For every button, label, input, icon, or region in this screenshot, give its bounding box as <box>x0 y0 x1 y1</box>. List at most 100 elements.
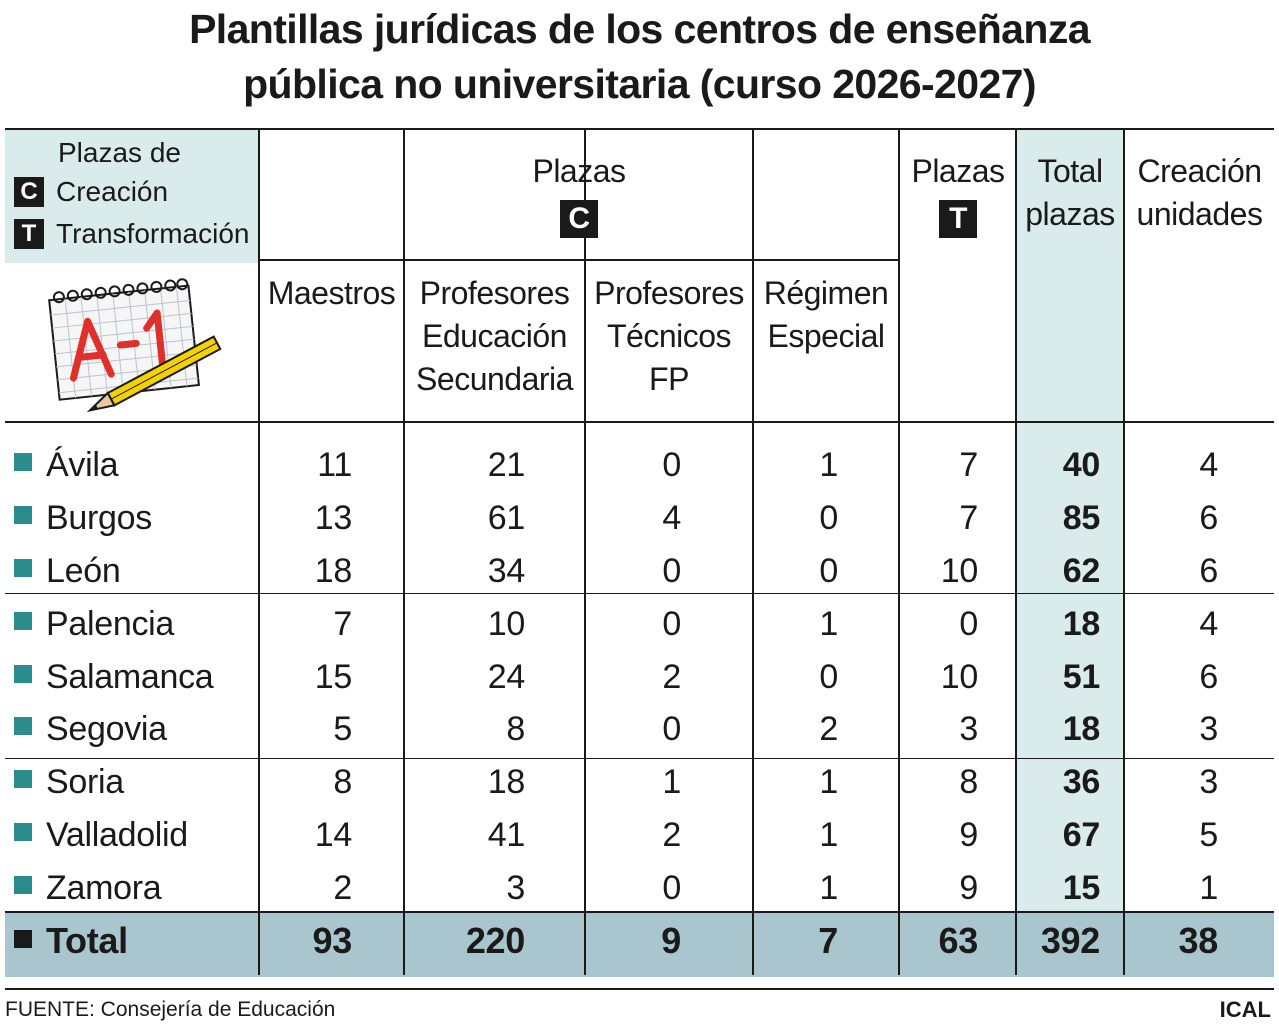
cell-profesores-educaci-n-secundaria: 10 <box>487 605 526 643</box>
header-plazas-t-badge-wrap: T <box>939 200 979 238</box>
legend-panel <box>5 130 258 263</box>
row-bullet-icon <box>14 506 32 524</box>
row-bullet-icon <box>14 717 32 735</box>
cell-profesores-t-cnicos-fp: 0 <box>662 605 681 643</box>
cell-maestros: 18 <box>314 552 353 590</box>
row-label: Palencia <box>14 604 174 644</box>
row-bullet-icon <box>14 770 32 788</box>
legend-label-creacion: Creación <box>56 176 169 207</box>
cell-profesores-t-cnicos-fp: 0 <box>662 710 681 748</box>
cell-total-plazas: 67 <box>1062 816 1101 854</box>
subheader-profesores-tecnicos: Profesores Técnicos FP <box>586 272 752 401</box>
row-label-text: Zamora <box>46 869 162 907</box>
row-label: Salamanca <box>14 657 214 697</box>
header-plazas-creacion: Plazas <box>260 150 898 193</box>
legend-badge-c: C <box>14 177 44 207</box>
subheader-tecnicos-line-3: FP <box>649 361 689 397</box>
cell-r-gimen-especial: 0 <box>819 552 838 590</box>
cell-r-gimen-especial: 7 <box>818 920 838 961</box>
row-bullet-icon <box>14 665 32 683</box>
cell-plazas-t: 10 <box>940 658 979 696</box>
legend-label-transformacion: Transformación <box>56 218 250 249</box>
row-label-text: Soria <box>46 763 124 801</box>
cell-profesores-t-cnicos-fp: 9 <box>661 920 681 961</box>
cell-maestros: 11 <box>317 446 352 484</box>
header-plazas-c-label: Plazas <box>532 153 626 189</box>
cell-profesores-educaci-n-secundaria: 41 <box>487 816 526 854</box>
header-total-line-1: Total <box>1037 153 1103 189</box>
cell-total-plazas: 18 <box>1062 710 1101 748</box>
grid-line-subheader <box>260 259 900 261</box>
cell-creaci-n-unidades: 5 <box>1199 816 1218 854</box>
row-bullet-icon <box>14 453 32 471</box>
chart-title-line-2: pública no universitaria (curso 2026-202… <box>243 61 1036 107</box>
cell-total-plazas: 392 <box>1040 920 1100 961</box>
subheader-profesores-secundaria: Profesores Educación Secundaria <box>405 272 584 401</box>
legend-badge-t: T <box>14 219 44 249</box>
row-label-text: León <box>46 552 121 590</box>
cell-creaci-n-unidades: 6 <box>1199 499 1218 537</box>
grid-line-group-2 <box>5 758 1274 759</box>
total-row-label: Total <box>14 921 128 961</box>
cell-creaci-n-unidades: 4 <box>1199 446 1218 484</box>
cell-plazas-t: 7 <box>959 446 978 484</box>
grid-line-footer <box>5 988 1274 990</box>
subheader-maestros-line-1: Maestros <box>267 275 396 311</box>
row-label-text: Palencia <box>46 605 175 643</box>
subheader-regimen-line-1: Régimen <box>763 275 889 311</box>
total-column-shade <box>1017 130 1123 913</box>
header-creacion-line-2: unidades <box>1136 196 1263 232</box>
cell-creaci-n-unidades: 3 <box>1199 710 1218 748</box>
cell-maestros: 2 <box>333 869 352 907</box>
total-row-bar <box>5 913 1274 977</box>
subheader-maestros: Maestros <box>260 272 403 315</box>
row-bullet-icon <box>14 823 32 841</box>
header-badge-t: T <box>939 200 977 238</box>
cell-r-gimen-especial: 2 <box>819 710 838 748</box>
grid-line-col-6 <box>1015 128 1017 975</box>
row-label: Valladolid <box>14 815 188 855</box>
cell-profesores-educaci-n-secundaria: 24 <box>487 658 526 696</box>
cell-profesores-t-cnicos-fp: 0 <box>662 552 681 590</box>
cell-maestros: 5 <box>333 710 352 748</box>
grid-line-header-bottom <box>5 421 1274 423</box>
cell-total-plazas: 36 <box>1062 763 1101 801</box>
cell-profesores-t-cnicos-fp: 0 <box>662 869 681 907</box>
row-bullet-icon <box>14 876 32 894</box>
header-plazas-t-label: Plazas <box>911 153 1005 189</box>
grid-line-col-5 <box>898 128 900 975</box>
cell-plazas-t: 8 <box>959 763 978 801</box>
row-label: León <box>14 551 121 591</box>
row-bullet-icon <box>14 930 32 948</box>
cell-r-gimen-especial: 1 <box>819 816 838 854</box>
cell-profesores-educaci-n-secundaria: 61 <box>487 499 526 537</box>
cell-profesores-educaci-n-secundaria: 220 <box>465 920 525 961</box>
header-badge-c: C <box>560 200 598 238</box>
cell-r-gimen-especial: 0 <box>819 499 838 537</box>
cell-creaci-n-unidades: 1 <box>1199 869 1218 907</box>
cell-total-plazas: 62 <box>1062 552 1101 590</box>
cell-maestros: 14 <box>314 816 353 854</box>
cell-maestros: 15 <box>314 658 353 696</box>
brand-credit: ICAL <box>1219 997 1271 1022</box>
cell-r-gimen-especial: 1 <box>819 605 838 643</box>
cell-creaci-n-unidades: 3 <box>1199 763 1218 801</box>
subheader-regimen-especial: Régimen Especial <box>754 272 898 358</box>
row-label: Segovia <box>14 709 167 749</box>
cell-profesores-educaci-n-secundaria: 21 <box>487 446 526 484</box>
row-bullet-icon <box>14 559 32 577</box>
legend-item-creacion: C Creación <box>14 175 168 209</box>
cell-plazas-t: 0 <box>959 605 978 643</box>
row-label-text: Valladolid <box>46 816 188 854</box>
source-note: FUENTE: Consejería de Educación <box>5 998 336 1021</box>
row-label-text: Ávila <box>46 446 119 484</box>
cell-creaci-n-unidades: 4 <box>1199 605 1218 643</box>
cell-r-gimen-especial: 1 <box>819 869 838 907</box>
grid-line-top <box>5 128 1274 130</box>
cell-maestros: 7 <box>333 605 352 643</box>
cell-profesores-t-cnicos-fp: 2 <box>662 658 681 696</box>
grid-line-col-2 <box>403 128 405 975</box>
row-label-text: Total <box>46 920 128 961</box>
cell-profesores-educaci-n-secundaria: 3 <box>506 869 525 907</box>
cell-creaci-n-unidades: 6 <box>1199 658 1218 696</box>
